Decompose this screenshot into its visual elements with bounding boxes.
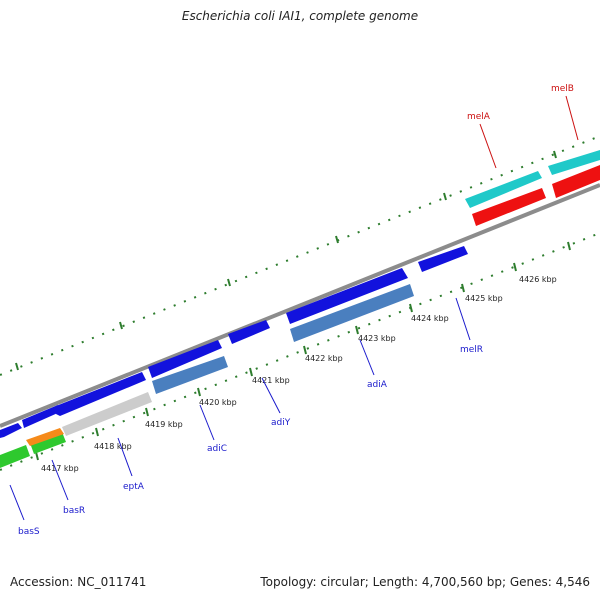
kbp-label: 4418 kbp [94, 442, 132, 451]
major-tick [249, 367, 253, 377]
gene-arrow-melB-fwd [548, 150, 600, 175]
gene-arrow-melB [472, 188, 546, 226]
gene-arrow-6 [418, 246, 468, 272]
major-tick [35, 451, 39, 461]
forward-genes[interactable] [0, 150, 600, 438]
leader-adiC [199, 404, 215, 441]
genome-summary-text: Topology: circular; Length: 4,700,560 bp… [260, 575, 590, 589]
major-tick [355, 325, 359, 335]
major-tick [15, 362, 19, 371]
gene-label-adiC: adiC [207, 444, 227, 454]
reverse-genes[interactable] [0, 165, 600, 468]
gene-label-melB: melB [551, 84, 574, 94]
gene-arrow-adiC [152, 356, 228, 394]
gene-label-adiA: adiA [367, 380, 388, 390]
kbp-label: 4425 kbp [465, 294, 503, 303]
inner-tick-row [0, 232, 600, 471]
gene-arrow-5 [286, 268, 408, 324]
genome-backbone [0, 183, 600, 428]
major-tick [461, 283, 465, 293]
genome-title: Escherichia coli IAI1, complete genome [181, 9, 419, 23]
gene-arrow-basR [30, 432, 66, 454]
leader-melB [565, 95, 579, 141]
gene-label-adiY: adiY [271, 418, 291, 428]
leader-adiY [261, 377, 281, 414]
gene-arrow-3 [148, 340, 222, 378]
gene-arrow-basR-top [26, 428, 64, 446]
gene-arrow-eptA [62, 392, 152, 436]
gene-arrow-basS-fwd [0, 423, 22, 438]
gene-arrow-basS [0, 445, 30, 468]
kbp-label: 4426 kbp [519, 275, 557, 284]
gene-arrow-melB-2 [552, 165, 600, 198]
major-tick [335, 235, 339, 244]
leader-adiA [359, 339, 375, 376]
major-tick [409, 303, 413, 313]
leader-basR [51, 459, 69, 501]
leader-melA [479, 123, 497, 169]
major-tick [303, 345, 307, 355]
leader-melR [455, 297, 471, 341]
gene-label-basS: basS [18, 527, 40, 537]
major-tick [553, 150, 557, 159]
kbp-label: 4419 kbp [145, 420, 183, 429]
major-tick [443, 192, 447, 201]
gene-label-basR: basR [63, 506, 85, 516]
kbp-label: 4423 kbp [358, 334, 396, 343]
major-tick [95, 427, 99, 437]
major-ticks [15, 150, 571, 461]
major-tick [227, 278, 231, 287]
major-tick [145, 407, 149, 417]
gene-arrow-4 [228, 320, 270, 344]
gene-label-melR: melR [460, 345, 483, 355]
kbp-label: 4417 kbp [41, 464, 79, 473]
major-tick [119, 321, 123, 330]
leader-eptA [117, 437, 133, 477]
kbp-label: 4424 kbp [411, 314, 449, 323]
gene-label-eptA: eptA [123, 482, 145, 492]
accession-text: Accession: NC_011741 [10, 575, 147, 589]
gene-arrow-melA [465, 171, 542, 208]
major-tick [567, 241, 571, 251]
kbp-label: 4421 kbp [252, 376, 290, 385]
gene-leaders [9, 95, 579, 521]
leader-basS [9, 484, 25, 521]
gene-arrow-adiA [290, 284, 414, 342]
major-tick [513, 262, 517, 272]
kbp-labels: 4417 kbp 4418 kbp 4419 kbp 4420 kbp 4421… [41, 275, 557, 473]
gene-arrow-1 [22, 405, 60, 428]
major-tick [197, 387, 201, 397]
gene-label-melA: melA [467, 112, 491, 122]
gene-arrow-2 [56, 372, 146, 416]
gene-labels[interactable]: basS basR eptA adiC adiY adiA melR melA … [18, 84, 574, 537]
kbp-label: 4420 kbp [199, 398, 237, 407]
kbp-label: 4422 kbp [305, 354, 343, 363]
